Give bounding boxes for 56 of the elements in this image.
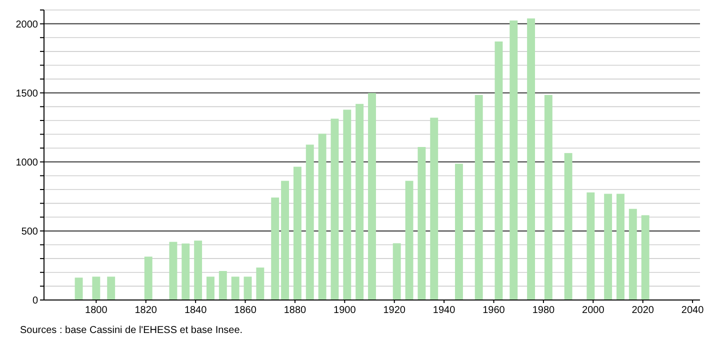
source-note: Sources : base Cassini de l'EHESS et base Insee. <box>20 325 243 336</box>
bar <box>231 276 240 300</box>
bar <box>194 240 202 300</box>
bar <box>641 215 650 300</box>
bar <box>281 180 290 300</box>
bar <box>368 92 376 300</box>
x-tick-label: 1800 <box>85 305 108 316</box>
bar <box>107 276 116 300</box>
bar <box>494 41 503 300</box>
bar <box>564 153 572 300</box>
x-tick-label: 1980 <box>532 305 556 316</box>
bar <box>418 146 426 300</box>
x-tick-label: 1940 <box>432 305 456 316</box>
bar <box>271 198 280 300</box>
bar <box>144 256 152 300</box>
x-tick-label: 1820 <box>134 305 158 316</box>
y-tick-label: 1500 <box>16 88 38 100</box>
bar <box>244 276 252 300</box>
y-tick-label: 500 <box>21 226 38 238</box>
bar <box>527 18 536 300</box>
bar <box>169 242 178 300</box>
bar <box>430 118 438 300</box>
bar <box>392 243 401 300</box>
x-tick-label: 1840 <box>184 305 208 316</box>
bar <box>604 194 612 300</box>
x-tick-label: 2040 <box>681 305 704 316</box>
bar <box>306 144 314 300</box>
bar <box>586 192 595 300</box>
bar <box>628 208 637 300</box>
x-tick-label: 1960 <box>482 305 506 316</box>
bar <box>182 244 190 300</box>
bar <box>92 276 100 300</box>
y-tick-label: 2000 <box>16 19 38 30</box>
bar <box>206 276 214 300</box>
bar <box>74 278 83 300</box>
bar <box>343 110 352 300</box>
bar <box>616 194 624 300</box>
bar <box>256 268 264 300</box>
x-tick-label: 1860 <box>234 305 257 316</box>
bar <box>330 118 339 300</box>
x-tick-label: 1920 <box>383 305 406 316</box>
bar <box>544 94 552 300</box>
x-tick-label: 2020 <box>632 305 654 316</box>
bar <box>474 94 483 300</box>
y-tick-label: 0 <box>32 296 38 306</box>
bar <box>293 166 302 300</box>
x-tick-label: 1880 <box>284 305 307 316</box>
bar <box>356 104 364 300</box>
x-tick-label: 2000 <box>582 305 605 316</box>
x-tick-label: 1900 <box>334 305 356 316</box>
y-tick-label: 1000 <box>16 157 38 168</box>
bar <box>510 20 518 300</box>
bar <box>218 271 227 300</box>
bar <box>318 134 326 300</box>
bar <box>454 164 463 300</box>
bar <box>405 180 414 300</box>
